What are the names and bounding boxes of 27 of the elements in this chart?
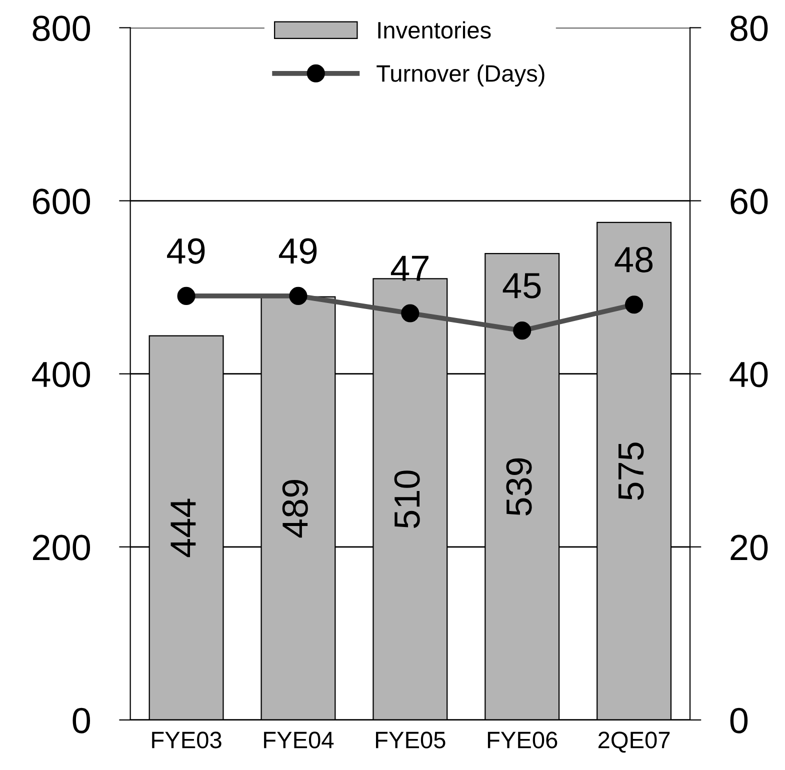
y-tick-label: 400 bbox=[32, 362, 90, 388]
data-label: 575 bbox=[618, 442, 644, 500]
data-label: 49 bbox=[278, 238, 317, 264]
x-tick-label: FYE06 bbox=[488, 732, 558, 748]
y2-tick-label: 40 bbox=[730, 362, 768, 388]
data-label: 45 bbox=[502, 273, 541, 298]
data-label: 489 bbox=[282, 480, 308, 538]
legend-label: Inventories bbox=[378, 21, 491, 39]
x-tick-label: FYE05 bbox=[376, 732, 446, 748]
y2-tick-label: 20 bbox=[730, 534, 768, 560]
data-label: 47 bbox=[390, 256, 428, 281]
x-tick-label: FYE04 bbox=[264, 732, 334, 748]
y-tick-label: 200 bbox=[32, 534, 90, 560]
data-label: 48 bbox=[614, 246, 653, 272]
y2-tick-label: 0 bbox=[730, 708, 748, 734]
y2-tick-label: 80 bbox=[730, 16, 768, 42]
legend-label: Turnover (Days) bbox=[376, 64, 544, 87]
data-label: 49 bbox=[167, 238, 205, 264]
x-tick-label: 2QE07 bbox=[598, 732, 670, 753]
data-label: 444 bbox=[170, 498, 196, 558]
y-tick-label: 800 bbox=[32, 16, 90, 42]
x-tick-label: FYE03 bbox=[152, 732, 222, 748]
y-tick-label: 0 bbox=[72, 708, 90, 734]
y2-tick-label: 60 bbox=[730, 188, 768, 214]
data-label: 510 bbox=[394, 470, 420, 528]
y-tick-label: 600 bbox=[33, 188, 90, 214]
data-label: 539 bbox=[506, 458, 532, 516]
